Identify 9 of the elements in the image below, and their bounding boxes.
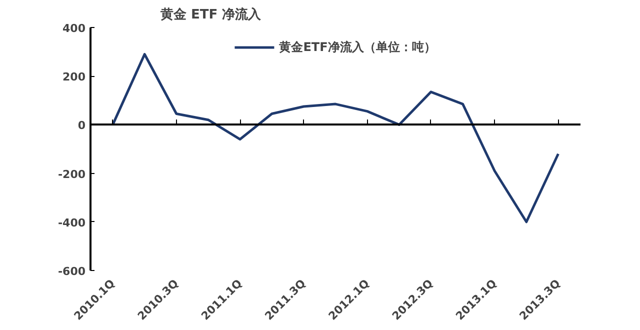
y-tick-label: 400 [62,22,86,35]
y-tick-label: -200 [58,168,86,181]
y-tick-label: 200 [62,70,86,84]
y-tick-label: -600 [58,265,86,278]
y-tick-label: -400 [58,216,86,230]
line-series [112,52,560,224]
chart-title: 黄金 ETF 净流入 [160,6,262,22]
y-tick-label: 0 [78,119,86,132]
legend-label: 黄金ETF净流入（单位：吨） [279,38,436,56]
